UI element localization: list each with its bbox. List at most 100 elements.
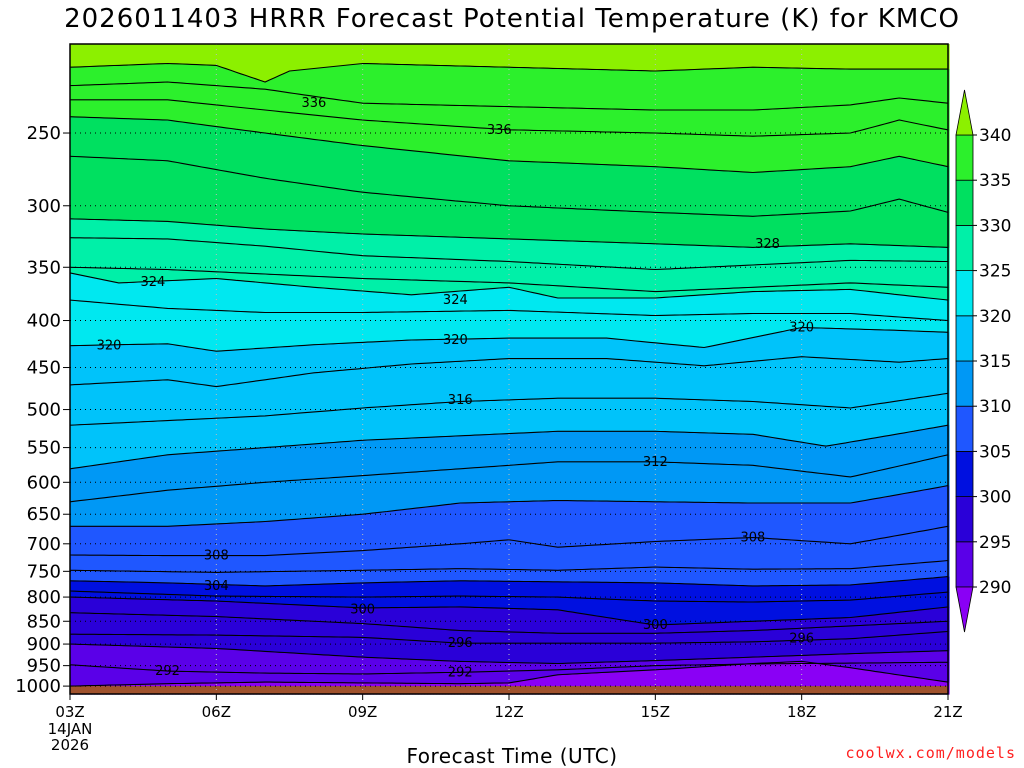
theta-band [292,375,296,415]
theta-band [355,514,359,552]
theta-band [334,44,338,67]
theta-band [76,526,80,556]
theta-band [88,591,92,599]
theta-band [487,607,491,632]
theta-band [151,670,155,685]
theta-band [532,501,536,545]
theta-band [187,382,191,421]
theta-band [175,454,179,491]
theta-band [391,582,395,598]
theta-band [82,237,86,269]
theta-band [202,103,206,126]
theta-band [601,616,605,634]
theta-band [445,544,449,570]
theta-band [277,554,281,573]
theta-band [604,431,608,463]
theta-band [451,339,455,363]
theta-band [307,231,311,251]
theta-band [145,159,149,222]
theta-band [586,673,590,695]
theta-band [577,673,581,695]
theta-band [346,254,350,279]
theta-band [307,276,311,288]
theta-band [109,423,113,464]
theta-band [493,238,497,262]
theta-band [70,634,74,645]
theta-band [610,44,614,71]
theta-band [130,159,134,222]
theta-band [211,85,215,106]
theta-band [505,596,509,609]
theta-band [433,258,437,282]
theta-band [244,449,248,485]
theta-band [70,526,74,556]
theta-band [397,405,401,440]
theta-band [244,382,248,418]
theta-band [544,338,548,360]
theta-band [319,344,323,373]
theta-band [496,238,500,262]
theta-band [496,159,500,206]
theta-band [598,582,602,600]
theta-band [130,83,134,101]
theta-band [127,634,131,647]
theta-band [166,63,170,83]
theta-band [208,85,212,105]
theta-band [112,496,116,527]
theta-band [496,359,500,401]
theta-band [271,90,275,112]
theta-band [166,44,170,65]
theta-band [193,635,197,649]
theta-band [214,616,218,636]
theta-band [148,159,152,222]
theta-band [151,492,155,527]
theta-band [502,433,506,467]
theta-band [553,669,557,676]
theta-band [418,235,422,259]
theta-band [199,572,203,585]
theta-band [160,307,164,345]
theta-band [586,500,590,547]
theta-band [553,633,557,644]
theta-band [451,544,455,570]
theta-band [361,475,365,515]
theta-band [346,233,350,255]
theta-band [376,279,380,293]
theta-band [166,571,170,584]
theta-band [556,633,560,644]
theta-band [505,310,509,339]
theta-band [319,231,323,253]
theta-band [475,105,479,129]
theta-band [358,637,362,658]
theta-band [601,398,605,432]
theta-band [406,279,410,296]
theta-band [277,619,281,637]
theta-band [472,360,476,402]
theta-band [535,596,539,610]
theta-band [109,238,113,269]
theta-band [433,628,437,643]
theta-band [181,309,185,347]
theta-band [193,525,197,557]
theta-band [328,232,332,254]
theta-band [121,598,125,615]
theta-band [457,105,461,128]
theta-band [289,376,293,415]
theta-band [334,232,338,254]
theta-band [460,281,464,292]
theta-band [268,274,272,284]
theta-band [337,583,341,598]
theta-band [172,221,176,240]
theta-band [91,267,95,279]
theta-band [355,290,359,314]
theta-band [154,269,158,282]
theta-band [517,399,521,434]
theta-band [184,615,188,636]
theta-band [136,83,140,101]
theta-band [496,204,500,240]
theta-band [496,282,500,289]
theta-band [295,93,299,114]
theta-band [610,431,614,463]
theta-band [127,593,131,600]
theta-band [301,605,305,622]
